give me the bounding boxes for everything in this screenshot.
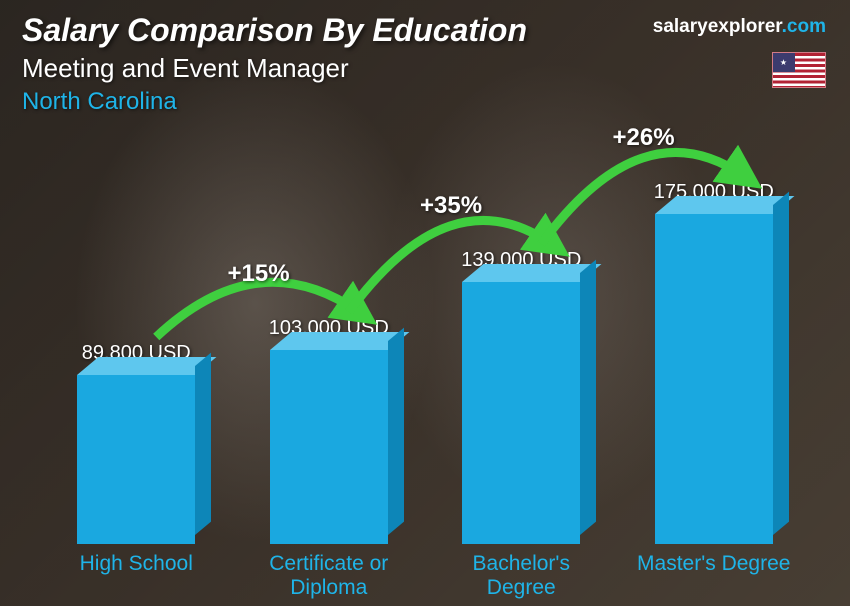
bar-side-face: [388, 328, 404, 535]
increase-percent-label: +35%: [420, 192, 482, 220]
bar-front-face: [270, 350, 388, 544]
bar-front-face: [77, 375, 195, 544]
chart-location: North Carolina: [22, 88, 828, 116]
x-axis-label: Master's Degree: [629, 552, 799, 600]
increase-percent-label: +26%: [613, 124, 675, 152]
bar-side-face: [195, 353, 211, 535]
bar-side-face: [580, 260, 596, 535]
bar-group: 103,000 USD: [244, 317, 414, 544]
bar-chart: 89,800 USD103,000 USD139,000 USD175,000 …: [40, 136, 810, 606]
bar: [462, 282, 580, 544]
brand-logo: salaryexplorer.com: [653, 16, 826, 38]
x-labels-container: High School Certificate or Diploma Bachelo…: [40, 552, 810, 600]
bar-group: 139,000 USD: [436, 249, 606, 544]
bar-side-face: [773, 192, 789, 535]
bar-group: 89,800 USD: [51, 342, 221, 544]
bar: [77, 375, 195, 544]
brand-name: salaryexplorer: [653, 16, 782, 37]
bar-group: 175,000 USD: [629, 181, 799, 544]
chart-subtitle: Meeting and Event Manager: [22, 53, 828, 84]
x-axis-label: Bachelor's Degree: [436, 552, 606, 600]
x-axis-label: High School: [51, 552, 221, 600]
us-flag-icon: [772, 52, 826, 88]
bar-front-face: [462, 282, 580, 544]
increase-percent-label: +15%: [228, 260, 290, 288]
bar-front-face: [655, 214, 773, 544]
brand-suffix: .com: [782, 16, 826, 37]
x-axis-label: Certificate or Diploma: [244, 552, 414, 600]
bar: [270, 350, 388, 544]
bar: [655, 214, 773, 544]
